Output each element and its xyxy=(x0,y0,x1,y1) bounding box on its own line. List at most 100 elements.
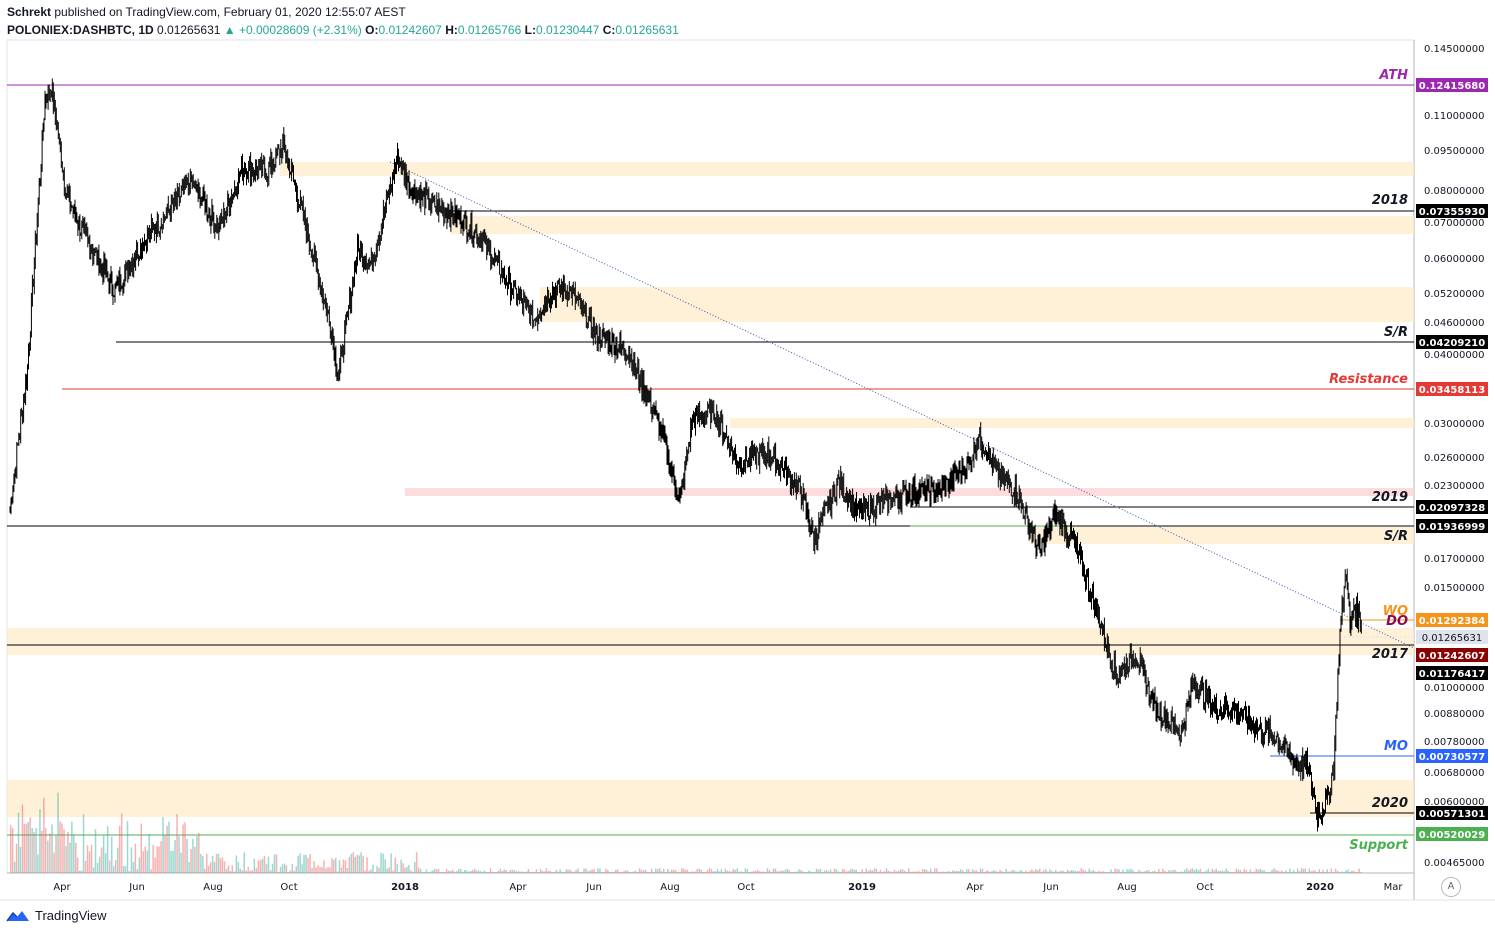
volume-bar xyxy=(366,857,368,873)
volume-bar xyxy=(283,863,286,873)
volume-bar xyxy=(555,869,557,873)
volume-bar xyxy=(624,870,627,873)
volume-bar xyxy=(1247,872,1249,873)
symbol-name[interactable]: POLONIEX:DASHBTC, 1D xyxy=(7,23,154,37)
volume-bar xyxy=(1090,871,1092,873)
volume-bar xyxy=(673,869,675,873)
volume-bar xyxy=(372,864,374,873)
volume-bar xyxy=(790,871,792,873)
volume-bar xyxy=(415,852,418,873)
volume-bar xyxy=(800,870,802,873)
volume-bar xyxy=(1039,868,1041,873)
volume-bar xyxy=(804,872,806,873)
label-2018: 2018 xyxy=(1372,193,1408,208)
volume-bar xyxy=(1074,870,1076,873)
volume-bar xyxy=(1289,868,1291,873)
volume-bar xyxy=(421,872,424,873)
volume-bar xyxy=(1116,869,1118,873)
volume-bar xyxy=(720,869,723,873)
volume-bar xyxy=(307,858,309,873)
volume-bar xyxy=(1191,868,1194,873)
volume-bar xyxy=(1261,870,1263,873)
volume-bar xyxy=(1219,870,1221,873)
volume-bar xyxy=(1160,872,1162,873)
volume-bar xyxy=(776,871,779,873)
volume-bar xyxy=(243,852,245,873)
volume-bar xyxy=(1201,872,1204,873)
y-tick: 0.09500000 xyxy=(1424,146,1484,157)
level-lines xyxy=(7,84,1415,836)
volume-bar xyxy=(1283,872,1285,873)
volume-bar xyxy=(724,868,727,873)
volume-bar xyxy=(186,838,188,873)
volume-bar xyxy=(593,868,595,873)
volume-bar xyxy=(817,869,820,873)
volume-bar xyxy=(497,871,500,873)
tag-sr-lower xyxy=(1416,519,1488,533)
volume-bar xyxy=(1007,871,1009,873)
volume-bar xyxy=(275,854,278,873)
volume-bar xyxy=(86,845,89,873)
volume-bar xyxy=(611,872,613,873)
x-tick: Apr xyxy=(966,882,984,893)
volume-bar xyxy=(1295,872,1297,873)
volume-bar xyxy=(136,869,139,873)
volume-bar xyxy=(728,871,731,873)
volume-bar xyxy=(583,868,585,873)
volume-bar xyxy=(462,871,464,873)
tag-do xyxy=(1416,648,1488,662)
volume-bar xyxy=(346,867,349,873)
tag-2020-value: 0.00571301 xyxy=(1419,809,1485,820)
volume-bar xyxy=(1102,871,1104,873)
volume-bar xyxy=(1005,868,1007,873)
volume-bar xyxy=(1158,868,1160,873)
author-name[interactable]: Schrekt xyxy=(7,5,52,19)
volume-bar xyxy=(471,869,474,873)
volume-bar xyxy=(102,834,105,873)
tag-2019 xyxy=(1416,500,1488,514)
auto-scale-button[interactable]: A xyxy=(1441,877,1461,897)
volume-bar xyxy=(883,871,886,873)
volume-bar xyxy=(1207,868,1210,873)
price-axis[interactable]: 0.14500000 0.11000000 0.09500000 0.08000… xyxy=(1424,44,1484,869)
volume-bar xyxy=(1182,872,1184,873)
volume-bar xyxy=(1360,872,1362,873)
volume-bar xyxy=(622,871,625,873)
x-tick: 2018 xyxy=(391,882,419,893)
tag-2017 xyxy=(1416,666,1488,680)
volume-bar xyxy=(981,868,984,873)
volume-bar xyxy=(704,872,707,873)
volume-bar xyxy=(1352,870,1355,873)
volume-bar xyxy=(663,868,665,873)
volume-bar xyxy=(291,863,294,873)
volume-bar xyxy=(1336,870,1339,873)
time-axis[interactable]: Apr Jun Aug Oct 2018 Apr Jun Aug Oct 201… xyxy=(53,882,1403,893)
volume-bar xyxy=(118,825,121,873)
volume-bar xyxy=(1092,869,1094,873)
volume-bar xyxy=(1215,868,1217,873)
volume-bar xyxy=(1076,871,1078,873)
tradingview-logo[interactable]: TradingView xyxy=(6,908,107,923)
volume-bar xyxy=(33,832,35,873)
volume-bar xyxy=(979,868,982,873)
tag-last xyxy=(1416,630,1488,644)
volume-bar xyxy=(1051,870,1053,873)
volume-bar xyxy=(823,870,826,873)
volume-bar xyxy=(657,869,659,873)
volume-bar xyxy=(128,871,131,873)
volume-bar xyxy=(1312,870,1314,873)
volume-bar xyxy=(1017,871,1019,873)
volume-bar xyxy=(182,824,184,873)
volume-bar xyxy=(23,824,26,873)
volume-bar xyxy=(117,847,119,873)
volume-bar xyxy=(924,869,926,873)
volume-bar xyxy=(80,870,83,873)
volume-bar xyxy=(539,869,542,873)
volume-bar xyxy=(1110,869,1112,873)
volume-bar xyxy=(433,868,436,873)
volume-bar xyxy=(1211,868,1213,873)
volume-bar xyxy=(206,853,208,873)
volume-bar xyxy=(1068,871,1071,873)
volume-bar xyxy=(503,869,505,873)
